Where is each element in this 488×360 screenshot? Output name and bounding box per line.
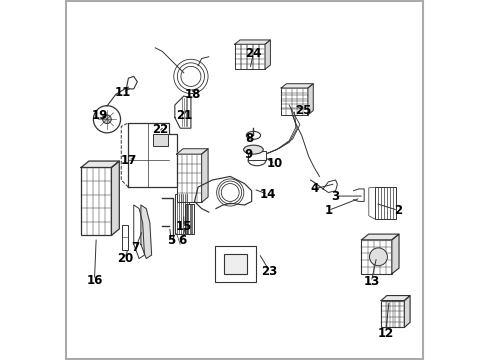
Text: 24: 24 xyxy=(245,47,261,60)
Polygon shape xyxy=(81,161,119,167)
Ellipse shape xyxy=(243,145,263,154)
Text: 25: 25 xyxy=(295,104,311,117)
Text: 2: 2 xyxy=(393,204,401,217)
Bar xyxy=(184,204,193,234)
Text: 3: 3 xyxy=(331,190,339,203)
Bar xyxy=(374,187,395,219)
Text: 14: 14 xyxy=(259,188,275,201)
Polygon shape xyxy=(353,189,364,202)
Text: 4: 4 xyxy=(309,183,318,195)
Polygon shape xyxy=(134,205,144,258)
Text: 12: 12 xyxy=(377,327,393,340)
Text: 15: 15 xyxy=(175,220,192,233)
Text: 10: 10 xyxy=(266,157,283,170)
Bar xyxy=(176,154,201,202)
Text: 16: 16 xyxy=(86,274,102,287)
Text: 22: 22 xyxy=(152,123,168,136)
Bar xyxy=(247,152,265,160)
Polygon shape xyxy=(176,149,207,154)
Text: 5: 5 xyxy=(167,234,175,247)
Circle shape xyxy=(93,106,121,133)
Text: 19: 19 xyxy=(91,109,108,122)
Polygon shape xyxy=(281,84,313,88)
Text: 23: 23 xyxy=(261,265,277,278)
Polygon shape xyxy=(391,234,398,274)
Bar xyxy=(380,301,404,327)
Circle shape xyxy=(102,115,111,123)
Bar xyxy=(122,225,128,249)
Text: 17: 17 xyxy=(120,154,136,167)
Text: 21: 21 xyxy=(175,109,191,122)
Text: 6: 6 xyxy=(178,234,186,247)
Text: 20: 20 xyxy=(117,252,133,265)
Polygon shape xyxy=(128,123,176,187)
Ellipse shape xyxy=(247,155,265,166)
Polygon shape xyxy=(323,180,337,193)
Polygon shape xyxy=(404,296,409,327)
Polygon shape xyxy=(361,234,398,240)
Polygon shape xyxy=(380,296,409,301)
Polygon shape xyxy=(111,161,119,235)
Circle shape xyxy=(369,248,386,266)
Bar xyxy=(361,240,391,274)
Bar xyxy=(153,134,167,146)
Polygon shape xyxy=(234,40,270,44)
Bar xyxy=(224,254,246,274)
Ellipse shape xyxy=(246,131,260,139)
Text: 13: 13 xyxy=(363,275,379,288)
Bar xyxy=(215,246,256,282)
Bar xyxy=(234,44,264,69)
Text: 9: 9 xyxy=(244,148,252,162)
Bar xyxy=(281,88,307,115)
Polygon shape xyxy=(307,84,313,115)
Text: 7: 7 xyxy=(131,241,140,255)
Polygon shape xyxy=(175,96,190,128)
Text: 18: 18 xyxy=(184,88,201,101)
Polygon shape xyxy=(264,40,270,69)
Bar xyxy=(81,167,111,235)
Polygon shape xyxy=(141,205,151,258)
Text: 8: 8 xyxy=(245,132,253,145)
Text: 1: 1 xyxy=(324,204,332,217)
Bar xyxy=(175,194,188,234)
Text: 11: 11 xyxy=(115,86,131,99)
Polygon shape xyxy=(201,149,207,202)
